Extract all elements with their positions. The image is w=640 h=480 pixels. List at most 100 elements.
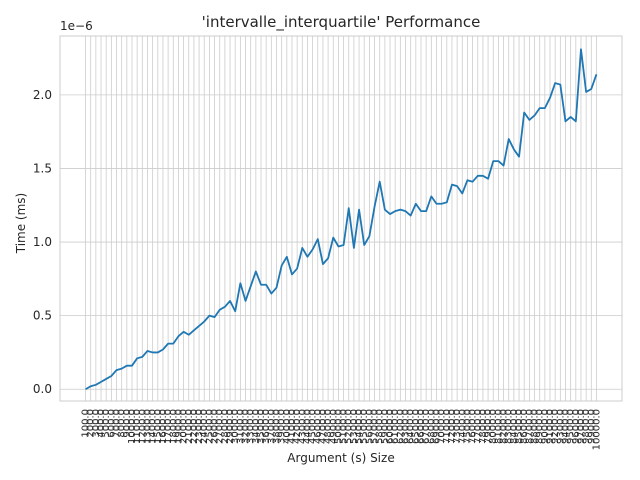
x-tick-label: 100.0 [81, 409, 92, 438]
x-tick-label: 7400.0 [457, 409, 468, 444]
x-tick-label: 5800.0 [375, 409, 386, 444]
x-tick-label: 800.0 [117, 409, 128, 438]
series-path [85, 48, 598, 391]
x-tick-label: 1100.0 [132, 409, 143, 444]
x-tick-label: 2300.0 [194, 409, 205, 444]
x-gridlines [85, 36, 597, 401]
x-tick-label: 6300.0 [401, 409, 412, 444]
x-tick-label: 9000.0 [540, 409, 551, 444]
plot-border [59, 35, 623, 402]
x-tick-label: 8200.0 [499, 409, 510, 444]
x-tick-label: 9100.0 [545, 409, 556, 444]
x-tick-label: 7600.0 [468, 409, 479, 444]
x-tick-label: 1000.0 [127, 409, 138, 444]
x-tick-label: 3800.0 [271, 409, 282, 444]
x-tick-label: 7900.0 [483, 409, 494, 444]
x-tick-labels: 100.0200.0300.0400.0500.0600.0700.0800.0… [81, 409, 603, 450]
x-tick-label: 4500.0 [308, 409, 319, 444]
x-tick-label: 1600.0 [158, 409, 169, 444]
x-tick-label: 2800.0 [220, 409, 231, 444]
x-tick-label: 7500.0 [462, 409, 473, 444]
x-tick-label: 300.0 [91, 409, 102, 438]
x-tick-label: 1400.0 [148, 409, 159, 444]
x-tick-label: 600.0 [106, 409, 117, 438]
x-tick-label: 7000.0 [437, 409, 448, 444]
x-tick-label: 8400.0 [509, 409, 520, 444]
x-tick-label: 7800.0 [478, 409, 489, 444]
x-tick-label: 3100.0 [235, 409, 246, 444]
x-tick-label: 6000.0 [385, 409, 396, 444]
x-tick-label: 900.0 [122, 409, 133, 438]
y-tick-labels: 0.0 0.5 1.0 1.5 2.0 [33, 88, 52, 396]
x-tick-label: 5700.0 [370, 409, 381, 444]
x-tick-label: 8900.0 [535, 409, 546, 444]
x-tick-label: 7100.0 [442, 409, 453, 444]
x-tick-label: 3200.0 [241, 409, 252, 444]
chart-title: 'intervalle_interquartile' Performance [202, 13, 481, 32]
x-tick-label: 4700.0 [318, 409, 329, 444]
x-tick-label: 1900.0 [173, 409, 184, 444]
x-tick-label: 2700.0 [215, 409, 226, 444]
y-tick-label: 1.0 [33, 235, 52, 249]
x-tick-label: 200.0 [86, 409, 97, 438]
x-tick-label: 9200.0 [550, 409, 561, 444]
x-tick-label: 8100.0 [493, 409, 504, 444]
x-tick-label: 5100.0 [339, 409, 350, 444]
x-tick-label: 2200.0 [189, 409, 200, 444]
x-tick-label: 7700.0 [473, 409, 484, 444]
x-tick-label: 8500.0 [514, 409, 525, 444]
x-tick-label: 8600.0 [519, 409, 530, 444]
x-tick-label: 6700.0 [421, 409, 432, 444]
x-tick-label: 4800.0 [323, 409, 334, 444]
x-tick-label: 3000.0 [230, 409, 241, 444]
x-tick-label: 8000.0 [488, 409, 499, 444]
x-tick-label: 400.0 [96, 409, 107, 438]
x-tick-label: 2500.0 [204, 409, 215, 444]
x-tick-label: 4900.0 [328, 409, 339, 444]
y-axis-label: Time (ms) [14, 193, 28, 255]
x-tick-label: 6500.0 [411, 409, 422, 444]
x-tick-label: 6400.0 [406, 409, 417, 444]
x-tick-label: 5000.0 [333, 409, 344, 444]
x-tick-label: 9500.0 [566, 409, 577, 444]
x-tick-label: 5600.0 [364, 409, 375, 444]
x-tick-label: 9600.0 [571, 409, 582, 444]
x-tick-label: 6200.0 [395, 409, 406, 444]
x-tick-label: 4200.0 [292, 409, 303, 444]
x-tick-label: 8800.0 [530, 409, 541, 444]
y-tick-label: 1.5 [33, 161, 52, 175]
x-tick-label: 7200.0 [447, 409, 458, 444]
y-tick-label: 2.0 [33, 88, 52, 102]
x-tick-label: 4100.0 [287, 409, 298, 444]
x-tick-label: 4300.0 [297, 409, 308, 444]
x-tick-label: 5300.0 [349, 409, 360, 444]
x-tick-label: 10000.0 [591, 409, 602, 450]
y-gridlines [60, 94, 622, 390]
x-tick-label: 2100.0 [184, 409, 195, 444]
x-tick-label: 4400.0 [302, 409, 313, 444]
x-tick-label: 2600.0 [210, 409, 221, 444]
x-tick-label: 1700.0 [163, 409, 174, 444]
x-tick-label: 6600.0 [416, 409, 427, 444]
y-tick-label: 0.5 [33, 309, 52, 323]
x-tick-label: 7300.0 [452, 409, 463, 444]
x-tick-label: 1800.0 [168, 409, 179, 444]
x-tick-label: 9700.0 [576, 409, 587, 444]
x-tick-label: 3400.0 [251, 409, 262, 444]
x-tick-label: 5900.0 [380, 409, 391, 444]
x-tick-label: 500.0 [101, 409, 112, 438]
series-line [85, 48, 598, 391]
x-tick-label: 6100.0 [390, 409, 401, 444]
x-tick-label: 5400.0 [354, 409, 365, 444]
x-tick-label: 3300.0 [246, 409, 257, 444]
x-tick-label: 700.0 [112, 409, 123, 438]
x-tick-label: 1300.0 [142, 409, 153, 444]
y-tick-label: 0.0 [33, 382, 52, 396]
x-tick-label: 5200.0 [344, 409, 355, 444]
x-tick-label: 4600.0 [313, 409, 324, 444]
x-tick-label: 3600.0 [261, 409, 272, 444]
plot-frame [59, 35, 623, 402]
y-offset-label: 1e−6 [60, 19, 93, 33]
x-tick-label: 2400.0 [199, 409, 210, 444]
